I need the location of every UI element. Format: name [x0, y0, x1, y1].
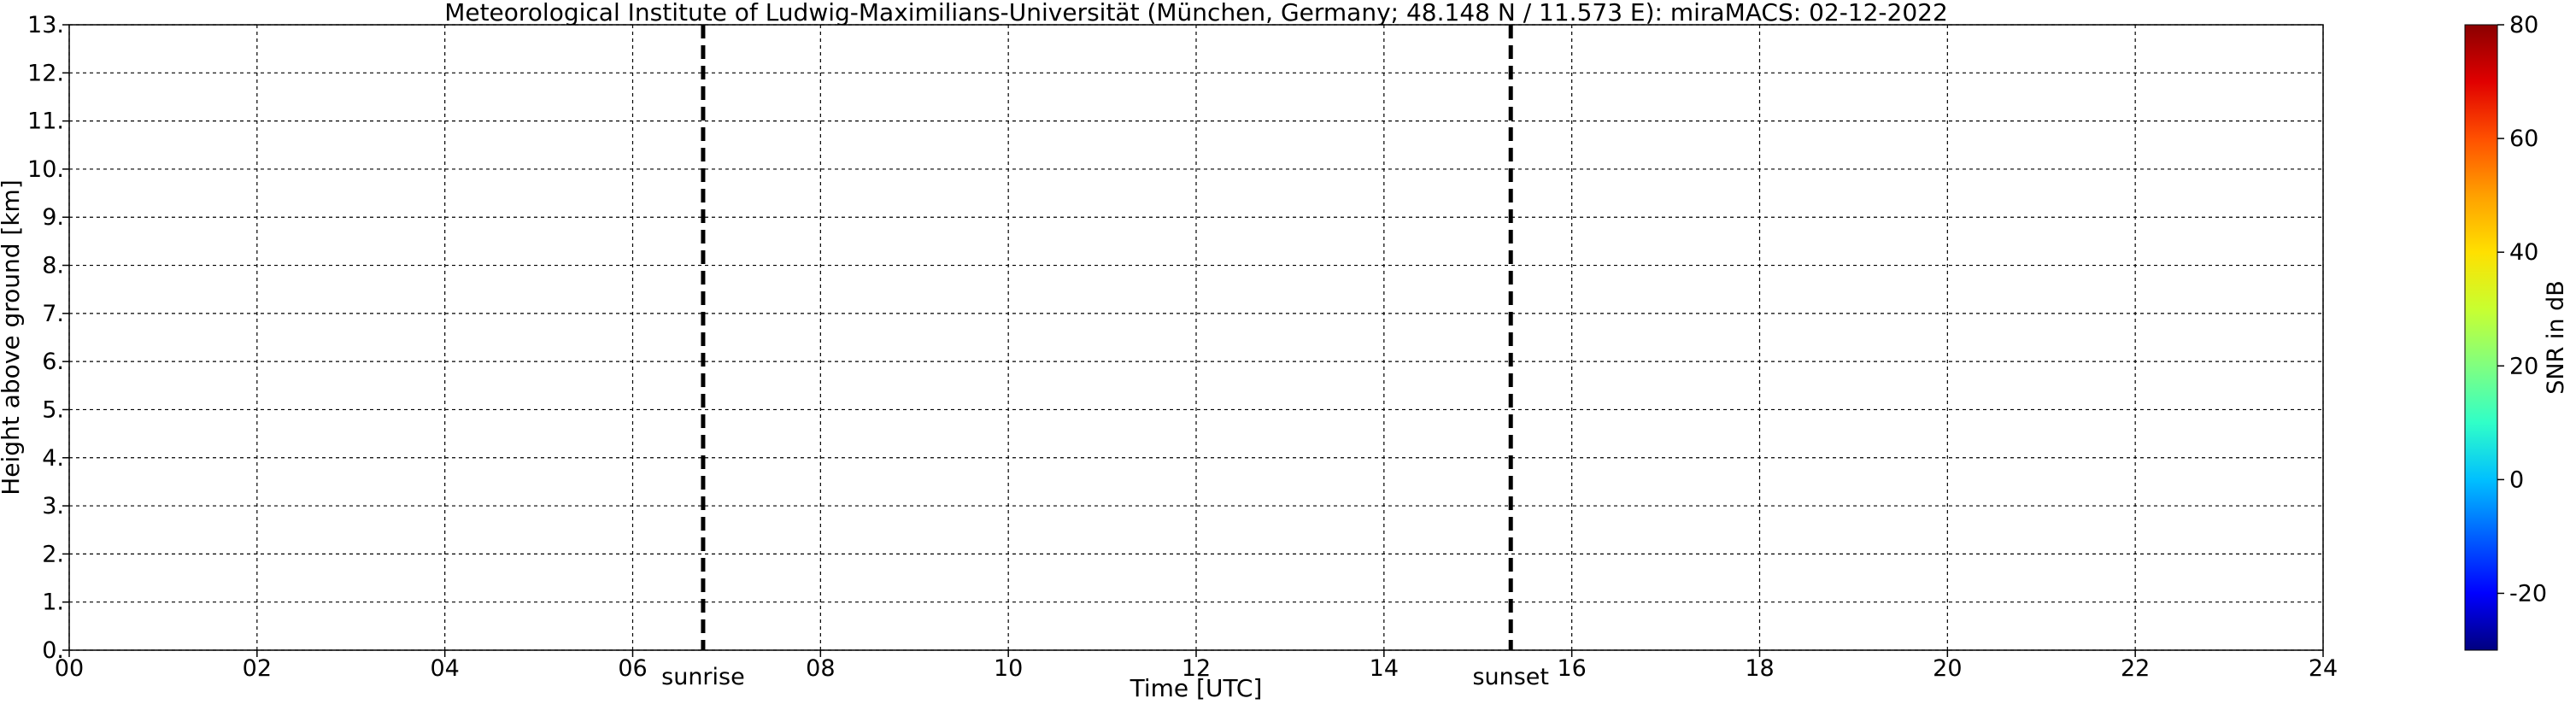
- x-tick-label: 18: [1745, 655, 1774, 682]
- x-tick-label: 04: [430, 655, 459, 682]
- colorbar: [2464, 24, 2498, 651]
- x-tick-label: 02: [243, 655, 272, 682]
- colorbar-tick-label: 80: [2509, 12, 2538, 38]
- plot-area: [69, 25, 2323, 650]
- colorbar-tick-label: 20: [2509, 353, 2538, 379]
- x-tick-label: 16: [1557, 655, 1586, 682]
- x-tick-label: 12: [1182, 655, 1211, 682]
- colorbar-tick-label: 0: [2509, 466, 2524, 493]
- y-tick-label: 3.: [42, 493, 64, 519]
- y-tick-label: 7.: [42, 301, 64, 327]
- y-tick-label: 2.: [42, 541, 64, 567]
- x-tick-label: 00: [55, 655, 84, 682]
- x-tick-label: 08: [806, 655, 835, 682]
- y-tick-label: 4.: [42, 445, 64, 472]
- y-tick-label: 9.: [42, 204, 64, 231]
- x-tick-label: 10: [994, 655, 1023, 682]
- y-tick-label: 1.: [42, 590, 64, 616]
- x-tick-label: 24: [2309, 655, 2338, 682]
- chart-title: Meteorological Institute of Ludwig-Maxim…: [444, 0, 1948, 26]
- y-tick-label: 5.: [42, 396, 64, 423]
- y-tick-label: 0.: [42, 637, 64, 664]
- y-axis-label: Height above ground [km]: [0, 179, 25, 496]
- y-tick-label: 8.: [42, 253, 64, 279]
- colorbar-tick-label: 60: [2509, 126, 2538, 152]
- y-tick-label: 11.: [27, 109, 64, 135]
- y-tick-label: 10.: [27, 156, 64, 183]
- y-tick-label: 13.: [27, 12, 64, 38]
- colorbar-label: SNR in dB: [2543, 280, 2569, 395]
- x-axis-label: Time [UTC]: [1130, 674, 1263, 702]
- x-tick-label: 06: [618, 655, 647, 682]
- x-tick-label: 14: [1370, 655, 1399, 682]
- colorbar-tick-label: 40: [2509, 239, 2538, 266]
- marker-label: sunrise: [661, 664, 745, 690]
- x-tick-label: 20: [1933, 655, 1962, 682]
- y-tick-label: 6.: [42, 349, 64, 375]
- y-tick-label: 12.: [27, 60, 64, 86]
- x-tick-label: 22: [2121, 655, 2150, 682]
- marker-label: sunset: [1472, 664, 1549, 690]
- colorbar-tick-label: -20: [2509, 580, 2547, 607]
- plot-frame: [68, 24, 2324, 651]
